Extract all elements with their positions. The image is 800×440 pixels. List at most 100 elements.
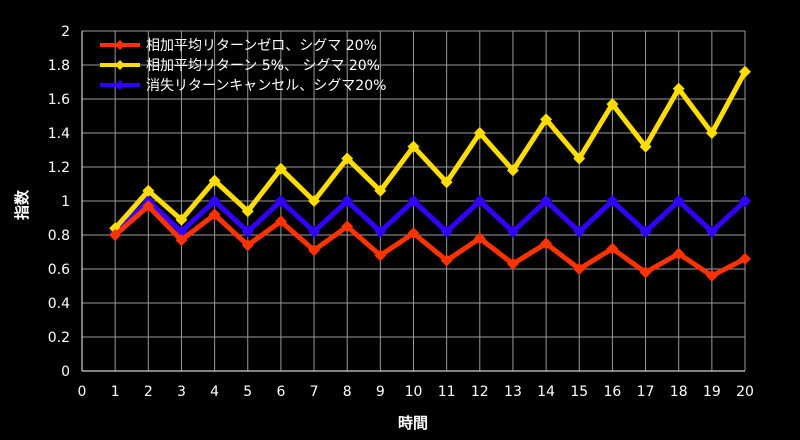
legend-swatch-marker [115,60,125,70]
data-point [540,113,553,126]
legend-label: 相加平均リターン 5%、 シグマ 20% [146,58,380,74]
x-tick-label: 18 [670,384,688,400]
series-layer [109,65,751,282]
data-point [606,195,619,207]
data-point [440,254,453,267]
data-point [606,242,619,255]
legend-label: 相加平均リターンゼロ、シグマ 20% [146,38,377,54]
x-tick-label: 14 [537,384,555,400]
tick-labels: 00.20.40.60.811.21.41.61.820 1 2 3 4 5 6 7 8 9 10 1… [48,24,754,400]
data-point [407,140,420,153]
data-point [639,266,652,279]
y-tick-label: 0.8 [48,228,70,244]
data-point [208,195,221,207]
x-tick-label: 0 [78,384,87,400]
y-tick-label: 1.2 [48,160,70,176]
x-tick-label: 12 [471,384,489,400]
data-point [274,162,287,175]
data-point [540,195,553,207]
y-tick-label: 0.4 [48,296,70,312]
data-point [308,244,321,257]
legend-item: 相加平均リターンゼロ、シグマ 20% [100,38,377,54]
legend: 相加平均リターンゼロ、シグマ 20% 相加平均リターン 5%、 シグマ 20% 消失… [100,38,386,94]
legend-swatch-marker [115,40,125,50]
data-point [241,225,254,238]
y-tick-label: 2 [61,24,70,40]
data-point [175,234,188,247]
data-point [739,195,751,207]
data-point [208,174,221,187]
data-point [739,252,751,265]
legend-item: 消失リターンキャンセル、シグマ20% [100,78,386,94]
data-point [506,164,519,177]
x-tick-label: 5 [243,384,252,400]
y-tick-label: 1.4 [48,126,70,142]
y-tick-label: 1.6 [48,92,70,108]
series-1 [109,65,751,235]
y-axis-title: 指数 [13,189,31,220]
series-0 [109,200,751,282]
x-tick-label: 1 [111,384,120,400]
data-point [672,247,685,260]
x-tick-label: 10 [405,384,423,400]
x-tick-label: 15 [570,384,588,400]
data-point [241,239,254,252]
y-tick-label: 1 [61,194,70,210]
x-tick-label: 3 [177,384,186,400]
data-point [374,249,387,262]
data-point [473,127,486,139]
data-point [241,205,254,218]
data-point [473,195,486,207]
data-point [672,82,685,95]
series-line [113,203,747,279]
data-point [639,140,652,153]
x-tick-label: 16 [603,384,621,400]
data-point [705,269,718,282]
data-point [573,225,586,238]
data-point [374,184,387,197]
data-point [705,225,718,238]
data-point [175,213,188,226]
x-tick-label: 11 [438,384,456,400]
data-point [573,263,586,275]
data-point [208,208,221,221]
data-point [506,225,519,238]
x-axis-title: 時間 [398,414,428,432]
data-point [274,195,287,207]
data-point [672,195,685,207]
x-tick-label: 19 [703,384,721,400]
y-tick-label: 0.6 [48,262,70,278]
legend-item: 相加平均リターン 5%、 シグマ 20% [100,58,380,74]
y-tick-label: 1.8 [48,58,70,74]
x-tick-label: 2 [144,384,153,400]
x-tick-label: 9 [376,384,385,400]
data-point [109,229,122,241]
data-point [274,215,287,228]
x-tick-label: 20 [736,384,754,400]
data-point [308,225,321,238]
data-point [374,225,387,238]
data-point [639,225,652,238]
legend-swatch-marker [115,80,125,90]
x-tick-label: 13 [504,384,522,400]
data-point [142,200,155,213]
data-point [705,127,718,139]
x-tick-label: 4 [210,384,219,400]
data-point [506,257,519,270]
x-tick-label: 6 [276,384,285,400]
x-tick-label: 7 [310,384,319,400]
y-tick-label: 0.2 [48,330,70,346]
data-point [308,195,321,207]
data-point [473,232,486,245]
data-point [341,220,354,233]
data-point [440,176,453,189]
x-tick-label: 17 [637,384,655,400]
data-point [407,227,420,240]
series-line [113,70,748,230]
data-point [341,195,354,207]
data-point [407,195,420,207]
data-point [341,152,354,165]
series-line [113,198,747,235]
legend-label: 消失リターンキャンセル、シグマ20% [146,78,386,94]
